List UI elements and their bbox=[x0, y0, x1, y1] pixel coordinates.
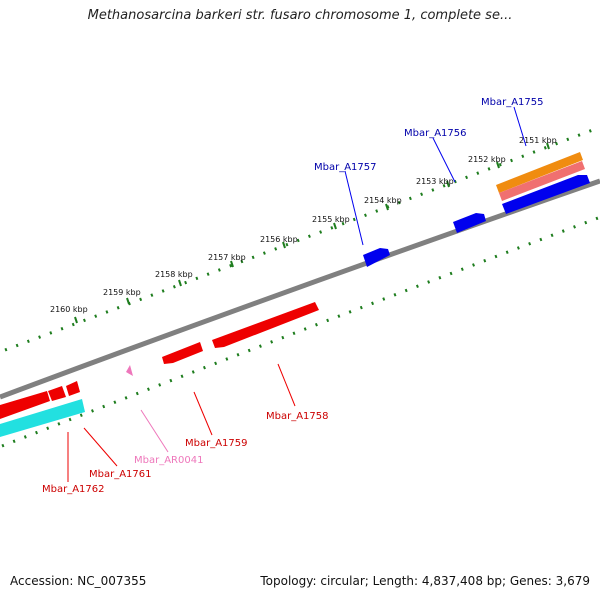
leader-line bbox=[277, 363, 296, 407]
label-leader-lines bbox=[67, 106, 527, 482]
orange-feature bbox=[496, 152, 583, 193]
leader-line bbox=[432, 137, 456, 183]
leader-line bbox=[193, 391, 213, 436]
gene-arrow-Mbar_A1757 bbox=[363, 248, 390, 267]
gene-arrow-Mbar_A1761 bbox=[66, 381, 80, 396]
leader-line bbox=[140, 409, 169, 453]
gene-label: Mbar_A1757 bbox=[314, 162, 377, 173]
major-tick bbox=[178, 279, 182, 287]
major-tick bbox=[333, 222, 337, 230]
gene-label: Mbar_A1755 bbox=[481, 97, 544, 108]
gene-label: Mbar_AR0041 bbox=[134, 455, 203, 466]
gene-arrow-Mbar_A1758 bbox=[212, 302, 319, 348]
tick-label: 2152 kbp bbox=[468, 155, 506, 164]
major-tick bbox=[74, 316, 78, 324]
leader-line bbox=[83, 427, 118, 467]
salmon-feature bbox=[499, 161, 585, 201]
rna-arrow-Mbar_AR0041 bbox=[126, 365, 133, 376]
forward-strand-features bbox=[363, 152, 590, 267]
tick-label: 2158 kbp bbox=[155, 270, 193, 279]
gene-arrow-Mbar_A1755 bbox=[502, 175, 590, 214]
major-tick bbox=[282, 241, 286, 249]
leader-line bbox=[513, 106, 527, 147]
major-tick bbox=[385, 203, 389, 211]
scale-tick-labels: 2151 kbp 2152 kbp 2153 kbp 2154 kbp 2155… bbox=[50, 136, 557, 314]
tick-label: 2156 kbp bbox=[260, 235, 298, 244]
gene-arrow-Mbar_A1759 bbox=[162, 342, 203, 364]
cyan-feature bbox=[0, 399, 85, 437]
tick-label: 2153 kbp bbox=[416, 177, 454, 186]
gene-arrow-Mbar_A1761b bbox=[48, 386, 66, 401]
tick-label: 2159 kbp bbox=[103, 288, 141, 297]
scale-ticks bbox=[74, 142, 550, 324]
tick-label: 2157 kbp bbox=[208, 253, 246, 262]
major-tick bbox=[126, 297, 130, 305]
tick-label: 2154 kbp bbox=[364, 196, 402, 205]
major-tick bbox=[546, 142, 550, 150]
major-tick bbox=[230, 260, 234, 268]
major-tick bbox=[446, 180, 450, 188]
genome-summary-text: Topology: circular; Length: 4,837,408 bp… bbox=[260, 574, 590, 588]
accession-text: Accession: NC_007355 bbox=[10, 574, 147, 588]
leader-line bbox=[344, 170, 364, 246]
gene-label: Mbar_A1759 bbox=[185, 438, 248, 449]
gene-label: Mbar_A1762 bbox=[42, 484, 105, 495]
gene-labels: Mbar_A1755 Mbar_A1756 Mbar_A1757 Mbar_A1… bbox=[42, 97, 544, 495]
genome-backbone bbox=[0, 178, 600, 400]
reverse-strand-features bbox=[0, 302, 319, 437]
gene-arrow-Mbar_A1762 bbox=[0, 391, 50, 419]
tick-label: 2155 kbp bbox=[312, 215, 350, 224]
major-tick bbox=[496, 161, 500, 169]
tick-label: 2151 kbp bbox=[519, 136, 557, 145]
tick-label: 2160 kbp bbox=[50, 305, 88, 314]
gene-arrow-Mbar_A1756 bbox=[453, 213, 486, 233]
gene-label: Mbar_A1756 bbox=[404, 128, 467, 139]
gene-label: Mbar_A1761 bbox=[89, 469, 152, 480]
gene-label: Mbar_A1758 bbox=[266, 411, 329, 422]
map-title: Methanosarcina barkeri str. fusaro chrom… bbox=[87, 8, 513, 23]
